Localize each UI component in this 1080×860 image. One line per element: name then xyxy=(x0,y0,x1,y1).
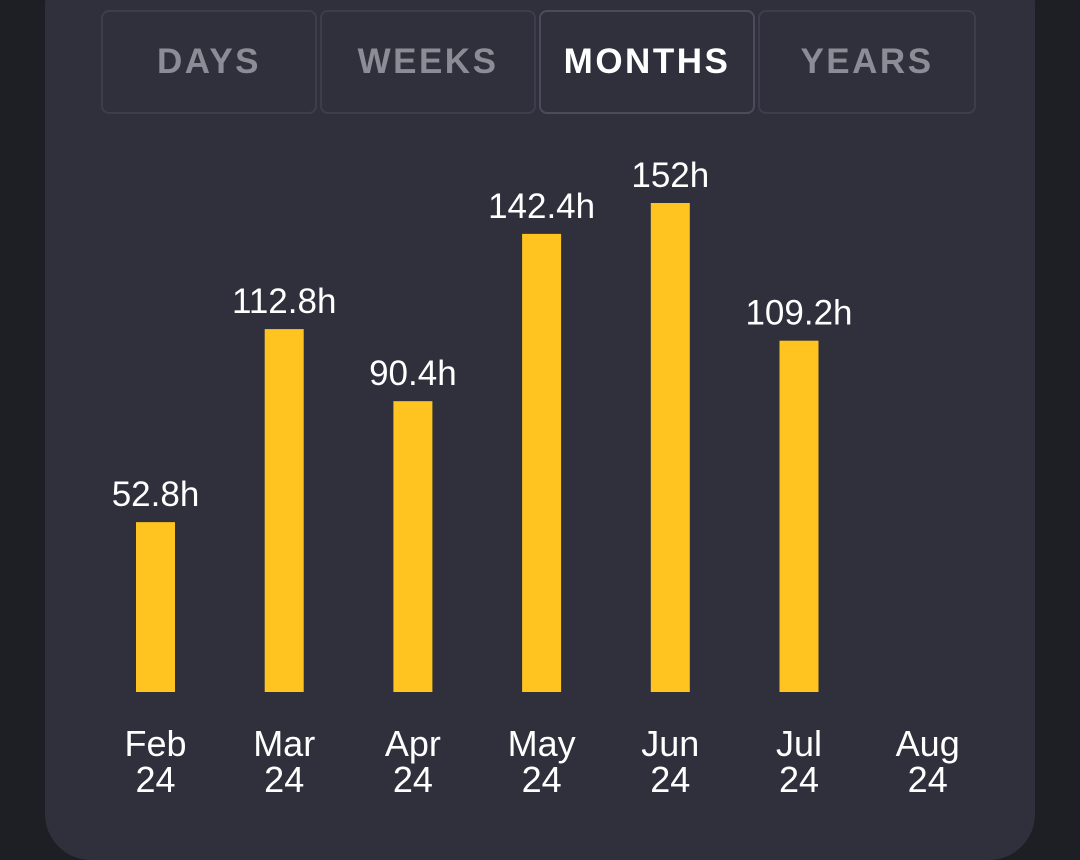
bar-value-label: 112.8h xyxy=(232,282,336,321)
x-axis-label-aug-24: Aug 24 xyxy=(896,723,960,800)
tab-months[interactable]: MONTHS xyxy=(539,10,755,114)
tab-days[interactable]: DAYS xyxy=(101,10,317,114)
x-axis-label-mar-24: Mar 24 xyxy=(253,723,315,800)
x-axis-label-jul-24: Jul 24 xyxy=(776,723,822,800)
bar-value-label: 90.4h xyxy=(369,354,457,393)
tab-years[interactable]: YEARS xyxy=(758,10,976,114)
bar-may-24[interactable] xyxy=(522,233,562,692)
bar-jul-24[interactable] xyxy=(779,340,819,692)
period-tabs: DAYS WEEKS MONTHS YEARS xyxy=(101,10,979,116)
bar-feb-24[interactable] xyxy=(136,522,175,692)
x-axis-label-may-24: May 24 xyxy=(508,723,576,800)
tab-weeks[interactable]: WEEKS xyxy=(320,10,536,114)
bar-value-label: 152h xyxy=(631,156,709,195)
bar-mar-24[interactable] xyxy=(264,329,304,692)
monthly-hours-bar-chart: 52.8h Feb 24 112.8h Mar 24 90.4h Apr 24 142.4h May… xyxy=(112,156,960,800)
bar-apr-24[interactable] xyxy=(393,401,433,692)
x-axis-label-feb-24: Feb 24 xyxy=(124,723,186,800)
bar-jun-24[interactable] xyxy=(650,203,690,692)
x-axis-label-apr-24: Apr 24 xyxy=(385,723,441,800)
x-axis-label-jun-24: Jun 24 xyxy=(641,723,699,800)
bar-value-label: 52.8h xyxy=(112,475,200,514)
bar-value-label: 109.2h xyxy=(745,294,852,333)
bar-value-label: 142.4h xyxy=(488,187,595,226)
